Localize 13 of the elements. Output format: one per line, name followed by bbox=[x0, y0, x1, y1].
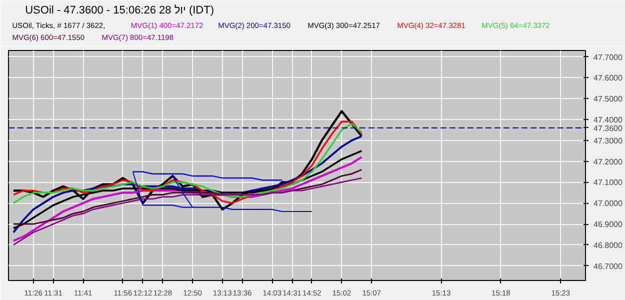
y-tick-label: 47.1000 bbox=[594, 178, 623, 188]
y-tick-label: 47.0000 bbox=[594, 199, 623, 208]
y-tick-label: 47.7000 bbox=[594, 52, 623, 62]
y-tick-label: 47.6000 bbox=[594, 74, 623, 83]
chart-title: USOil - 47.3600 - 15:06:26 28 יול (IDT) bbox=[25, 4, 214, 16]
y-tick-label: 47.4000 bbox=[594, 116, 623, 124]
y-tick-label: 47.5000 bbox=[594, 94, 623, 104]
y-tick-label: 46.9000 bbox=[594, 220, 623, 230]
y-tick-label: 46.7000 bbox=[594, 262, 623, 271]
y-tick-label: 47.3000 bbox=[594, 136, 623, 146]
ref-line-label: 47.3600 bbox=[594, 124, 623, 133]
y-tick-label: 47.2000 bbox=[594, 157, 623, 166]
y-tick-label: 46.8000 bbox=[594, 240, 623, 250]
